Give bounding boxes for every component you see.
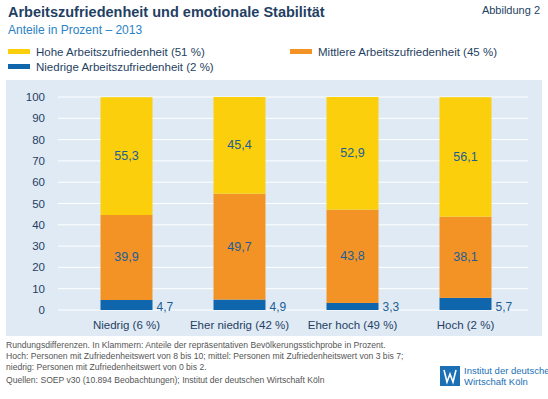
x-tick-label: Eher niedrig (42 %) (190, 319, 289, 331)
bar-segment (327, 303, 379, 310)
logo-mark (444, 370, 456, 382)
figure-label: Abbildung 2 (482, 4, 540, 16)
data-label: 4,9 (270, 300, 287, 314)
data-label: 55,3 (114, 149, 138, 163)
bar-segment (214, 97, 266, 194)
y-tick-label: 70 (32, 155, 45, 167)
data-label: 45,4 (227, 138, 251, 152)
chart: Arbeitszufriedenheit und emotionale Stab… (0, 0, 548, 399)
data-label: 3,3 (383, 300, 400, 314)
title: Arbeitszufriedenheit und emotionale Stab… (8, 4, 325, 20)
bars (101, 97, 492, 310)
subtitle: Anteile in Prozent – 2013 (8, 23, 142, 37)
legend-entry: Hohe Arbeitszufriedenheit (51 %) (8, 46, 205, 58)
data-label: 5,7 (496, 300, 513, 314)
y-tick-label: 60 (32, 176, 45, 188)
note: niedrig: Personen mit Zufriedenheitswert… (6, 362, 207, 372)
data-label: 39,9 (114, 250, 138, 264)
data-label: 38,1 (453, 250, 477, 264)
logo-icon (440, 366, 460, 386)
y-tick-label: 80 (32, 134, 45, 146)
legend-entry: Mittlere Arbeitszufriedenheit (45 %) (290, 46, 497, 58)
legend-label: Mittlere Arbeitszufriedenheit (45 %) (318, 46, 497, 58)
bar-segment (327, 97, 379, 210)
data-label: 56,1 (453, 150, 477, 164)
note: Hoch: Personen mit Zufriedenheitswert vo… (6, 351, 403, 361)
logo-text: Wirtschaft Köln (464, 376, 528, 387)
bar-segment (101, 215, 153, 300)
bar-segment (101, 97, 153, 215)
bar-segment (214, 194, 266, 300)
y-tick-label: 30 (32, 240, 45, 252)
note: Quellen: SOEP v30 (10.894 Beobachtungen)… (6, 375, 325, 385)
x-tick-label: Eher hoch (49 %) (308, 319, 398, 331)
y-tick-label: 20 (32, 261, 45, 273)
data-labels: 4,7 39,9 55,3 4,9 49,7 45,4 3,3 43,8 52,9 5,7 38,1… (114, 138, 512, 314)
legend-swatch (290, 49, 312, 54)
y-tick-label: 0 (39, 304, 45, 316)
data-label: 4,7 (157, 300, 174, 314)
x-tick-label: Hoch (2 %) (437, 319, 495, 331)
legend-swatch (8, 49, 30, 54)
note: Rundungsdifferenzen. In Klammern: Anteil… (6, 340, 386, 350)
legend-label: Hohe Arbeitszufriedenheit (51 %) (36, 46, 205, 58)
data-label: 49,7 (227, 240, 251, 254)
bar-segment (440, 97, 492, 216)
plot-background (6, 80, 542, 336)
y-tick-label: 90 (32, 112, 45, 124)
y-tick-label: 50 (32, 198, 45, 210)
y-tick-label: 40 (32, 219, 45, 231)
bar-segment (327, 210, 379, 303)
bar-segment (440, 298, 492, 310)
legend-swatch (8, 64, 30, 69)
x-tick-label: Niedrig (6 %) (93, 319, 160, 331)
data-label: 52,9 (340, 146, 364, 160)
logo: Institut der deutschenWirtschaft Köln (440, 365, 548, 387)
y-tick-label: 100 (26, 91, 45, 103)
y-tick-label: 10 (32, 283, 45, 295)
legend-entry: Niedrige Arbeitszufriedenheit (2 %) (8, 61, 214, 73)
bar-segment (101, 300, 153, 310)
bar-segment (440, 217, 492, 298)
bar-segment (214, 300, 266, 310)
logo-text: Institut der deutschen (464, 365, 548, 376)
data-label: 43,8 (340, 249, 364, 263)
legend-label: Niedrige Arbeitszufriedenheit (2 %) (36, 61, 214, 73)
